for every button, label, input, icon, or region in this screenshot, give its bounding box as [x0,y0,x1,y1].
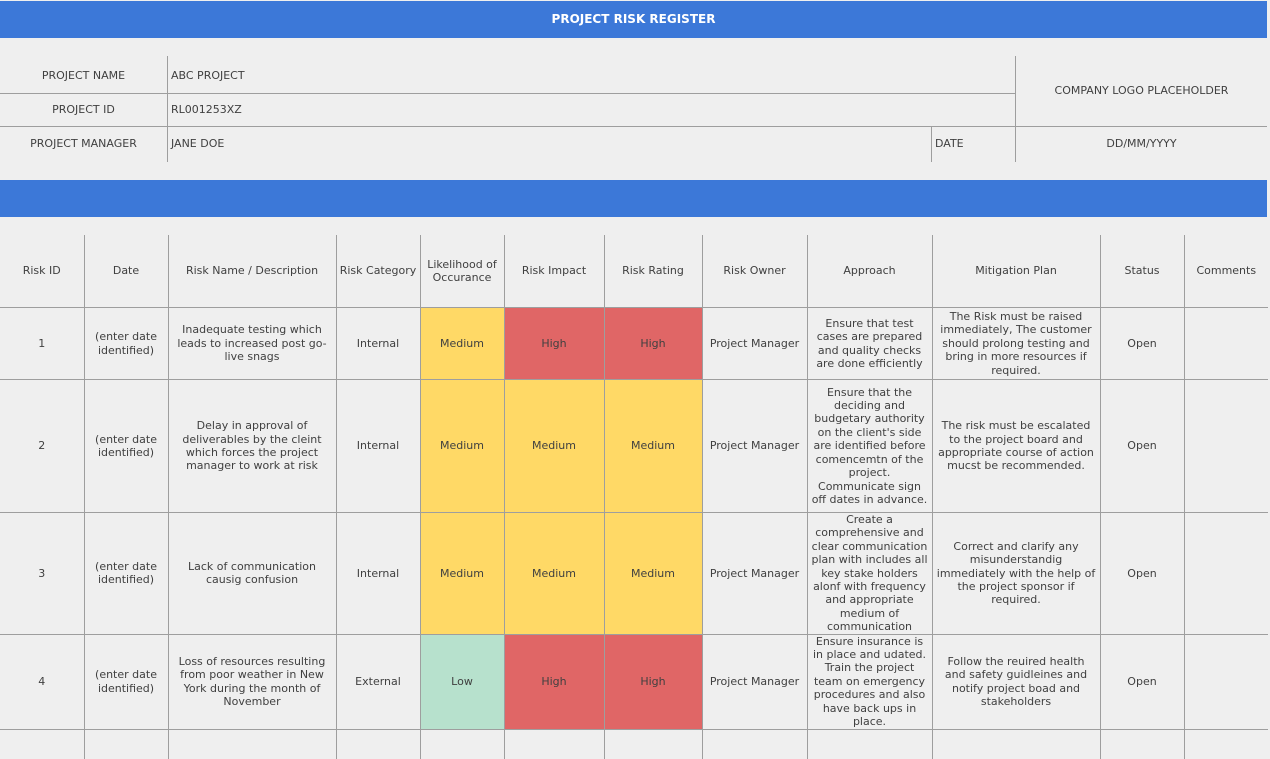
comments-cell[interactable] [1183,512,1268,635]
project-id-label: PROJECT ID [52,103,115,116]
owner-cell[interactable]: Project Manager [701,633,807,729]
project-id-field[interactable]: RL001253XZ [171,103,242,116]
likelihood-cell[interactable]: Medium [419,512,504,635]
comments-cell[interactable] [1183,633,1268,729]
table-row: 1 (enter date identified) Inadequate tes… [0,307,1268,380]
comments-cell[interactable] [1183,379,1268,513]
date-field[interactable]: DD/MM/YYYY [1106,137,1177,150]
divider [931,127,932,162]
date-label: DATE [935,137,964,150]
table-header-row: Risk ID Date Risk Name / Description Ris… [0,235,1268,308]
column-header-approach: Approach [806,235,932,308]
empty-cell[interactable] [83,728,168,759]
description-cell[interactable]: Lack of communication causig confusion [167,512,336,635]
empty-cell[interactable] [0,728,84,759]
column-header-risk-impact: Risk Impact [503,235,604,308]
owner-cell[interactable]: Project Manager [701,512,807,635]
date-cell[interactable]: (enter date identified) [83,307,168,380]
status-cell[interactable]: Open [1099,307,1184,380]
empty-cell[interactable] [806,728,932,759]
date-cell[interactable]: (enter date identified) [83,512,168,635]
column-header-risk-name: Risk Name / Description [167,235,336,308]
impact-cell[interactable]: High [503,633,604,729]
risk-id-cell[interactable]: 3 [0,512,84,635]
empty-cell[interactable] [1099,728,1184,759]
owner-cell[interactable]: Project Manager [701,307,807,380]
date-cell[interactable]: (enter date identified) [83,633,168,729]
status-cell[interactable]: Open [1099,633,1184,729]
column-header-risk-category: Risk Category [335,235,420,308]
column-header-likelihood: Likelihood of Occurance [419,235,504,308]
page-title: PROJECT RISK REGISTER [551,12,716,26]
comments-cell[interactable] [1183,307,1268,380]
rating-cell[interactable]: Medium [603,379,702,513]
empty-cell[interactable] [1183,728,1268,759]
table-row [0,728,1268,759]
rating-cell[interactable]: High [603,633,702,729]
description-cell[interactable]: Delay in approval of deliverables by the… [167,379,336,513]
mitigation-cell[interactable]: Correct and clarify any misunderstandig … [931,512,1100,635]
category-cell[interactable]: Internal [335,512,420,635]
divider [1015,56,1016,162]
risk-register-table: Risk ID Date Risk Name / Description Ris… [0,235,1268,759]
owner-cell[interactable]: Project Manager [701,379,807,513]
impact-cell[interactable]: High [503,307,604,380]
category-cell[interactable]: Internal [335,379,420,513]
column-header-date: Date [83,235,168,308]
rating-cell[interactable]: Medium [603,512,702,635]
risk-id-cell[interactable]: 4 [0,633,84,729]
table-row: 2 (enter date identified) Delay in appro… [0,379,1268,513]
table-row: 3 (enter date identified) Lack of commun… [0,512,1268,635]
impact-cell[interactable]: Medium [503,379,604,513]
mitigation-cell[interactable]: The Risk must be raised immediately, The… [931,307,1100,380]
approach-cell[interactable]: Ensure that test cases are prepared and … [806,307,932,380]
rating-cell[interactable]: High [603,307,702,380]
status-cell[interactable]: Open [1099,379,1184,513]
title-banner: PROJECT RISK REGISTER [0,1,1267,38]
column-header-risk-rating: Risk Rating [603,235,702,308]
category-cell[interactable]: Internal [335,307,420,380]
divider [0,93,1015,94]
approach-cell[interactable]: Ensure insurance is in place and udated.… [806,633,932,729]
column-header-status: Status [1099,235,1184,308]
approach-cell[interactable]: Create a comprehensive and clear communi… [806,512,932,635]
risk-id-cell[interactable]: 2 [0,379,84,513]
description-cell[interactable]: Loss of resources resulting from poor we… [167,633,336,729]
likelihood-cell[interactable]: Medium [419,307,504,380]
column-header-risk-id: Risk ID [22,264,61,278]
empty-cell[interactable] [603,728,702,759]
date-cell[interactable]: (enter date identified) [83,379,168,513]
status-cell[interactable]: Open [1099,512,1184,635]
column-header-risk-owner: Risk Owner [701,235,807,308]
empty-cell[interactable] [419,728,504,759]
section-divider-banner [0,180,1267,217]
empty-cell[interactable] [167,728,336,759]
likelihood-cell[interactable]: Low [419,633,504,729]
project-name-label: PROJECT NAME [41,69,126,82]
approach-cell[interactable]: Ensure that the deciding and budgetary a… [806,379,932,513]
empty-cell[interactable] [335,728,420,759]
divider [0,126,1267,127]
divider [167,56,168,162]
column-header-mitigation-plan: Mitigation Plan [931,235,1100,308]
likelihood-cell[interactable]: Medium [419,379,504,513]
project-name-field[interactable]: ABC PROJECT [171,69,245,82]
empty-cell[interactable] [701,728,807,759]
mitigation-cell[interactable]: Follow the reuired health and safety gui… [931,633,1100,729]
empty-cell[interactable] [931,728,1100,759]
column-header-comments: Comments [1183,235,1268,308]
table-row: 4 (enter date identified) Loss of resour… [0,633,1268,729]
description-cell[interactable]: Inadequate testing which leads to increa… [167,307,336,380]
risk-id-cell[interactable]: 1 [0,307,84,380]
category-cell[interactable]: External [335,633,420,729]
mitigation-cell[interactable]: The risk must be escalated to the projec… [931,379,1100,513]
project-manager-field[interactable]: JANE DOE [171,137,225,150]
company-logo-placeholder: COMPANY LOGO PLACEHOLDER [1054,84,1229,97]
empty-cell[interactable] [503,728,604,759]
impact-cell[interactable]: Medium [503,512,604,635]
project-manager-label: PROJECT MANAGER [30,137,137,150]
